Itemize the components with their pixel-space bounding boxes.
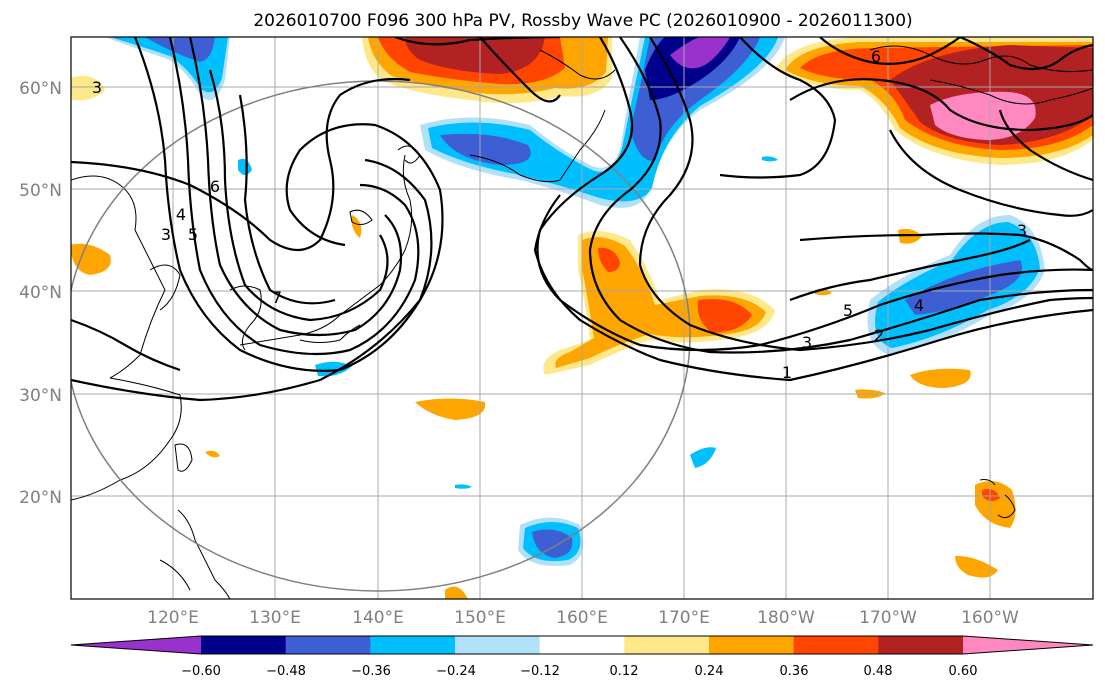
colorbar-segment: [539, 636, 625, 654]
contour-label: 3: [92, 78, 102, 97]
colorbar: [70, 635, 1094, 655]
lon-label-150e: 150°E: [454, 608, 506, 628]
colorbar-segment: [624, 636, 710, 654]
contour-label: 4: [176, 205, 186, 224]
colorbar-tick-labels: −0.60 −0.48 −0.36 −0.24 −0.12 0.12 0.24 …: [181, 664, 977, 679]
lon-label-160e: 160°E: [556, 608, 608, 628]
contour-label: 3: [1017, 221, 1027, 240]
colorbar-segment: [370, 636, 456, 654]
colorbar-tick-label: −0.12: [520, 664, 560, 679]
lon-label-140e: 140°E: [352, 608, 404, 628]
colorbar-tick-label: −0.48: [266, 664, 306, 679]
contour-label: 1: [782, 363, 792, 382]
coastlines: [71, 45, 1093, 599]
colorbar-segment: [709, 636, 795, 654]
colorbar-tick-label: 0.48: [864, 664, 893, 679]
lat-label-60n: 60°N: [19, 79, 62, 99]
colorbar-tick-label: 0.12: [610, 664, 639, 679]
colorbar-segment: [793, 636, 879, 654]
latitude-axis: 60°N 50°N 40°N 30°N 20°N: [19, 79, 62, 508]
lon-label-180w: 180°W: [757, 608, 815, 628]
contour-label: 2: [874, 326, 884, 345]
contour-labels: 3 3 4 5 6 7 6 3 5 4 3 2 1: [92, 47, 1027, 382]
pv-contours: [71, 37, 1093, 402]
contour-label: 6: [871, 47, 881, 66]
lat-label-20n: 20°N: [19, 488, 62, 508]
colorbar-segment: [455, 636, 541, 654]
lat-label-50n: 50°N: [19, 181, 62, 201]
contour-label: 5: [843, 301, 853, 320]
lon-label-160w: 160°W: [961, 608, 1019, 628]
colorbar-tick-label: −0.36: [351, 664, 391, 679]
lon-label-120e: 120°E: [147, 608, 199, 628]
contour-label: 5: [188, 225, 198, 244]
colorbar-segment: [963, 636, 1093, 654]
map-frame: [70, 36, 1094, 600]
colorbar-tick-label: 0.60: [949, 664, 978, 679]
contour-label: 7: [272, 288, 282, 307]
colorbar-segment: [71, 636, 201, 654]
colorbar-outline: [70, 635, 1094, 655]
colorbar-tick-label: 0.24: [695, 664, 724, 679]
contour-label: 3: [802, 333, 812, 352]
lat-label-30n: 30°N: [19, 386, 62, 406]
map-title: 2026010700 F096 300 hPa PV, Rossby Wave …: [253, 11, 912, 31]
longitude-axis: 120°E 130°E 140°E 150°E 160°E 170°E 180°…: [147, 608, 1019, 628]
colorbar-tick-label: −0.24: [436, 664, 476, 679]
lat-label-40n: 40°N: [19, 283, 62, 303]
lon-label-130e: 130°E: [249, 608, 301, 628]
colorbar-segment: [201, 636, 287, 654]
colorbar-segment: [285, 636, 371, 654]
lon-label-170w: 170°W: [859, 608, 917, 628]
contour-label: 4: [914, 296, 924, 315]
colorbar-tick-label: −0.60: [181, 664, 221, 679]
map-area: 3 3 4 5 6 7 6 3 5 4 3 2 1: [71, 37, 1093, 599]
colorbar-segment: [878, 636, 964, 654]
contour-label: 6: [210, 177, 220, 196]
colorbar-tick-label: 0.36: [780, 664, 809, 679]
contour-label: 3: [161, 225, 171, 244]
lon-label-170e: 170°E: [658, 608, 710, 628]
